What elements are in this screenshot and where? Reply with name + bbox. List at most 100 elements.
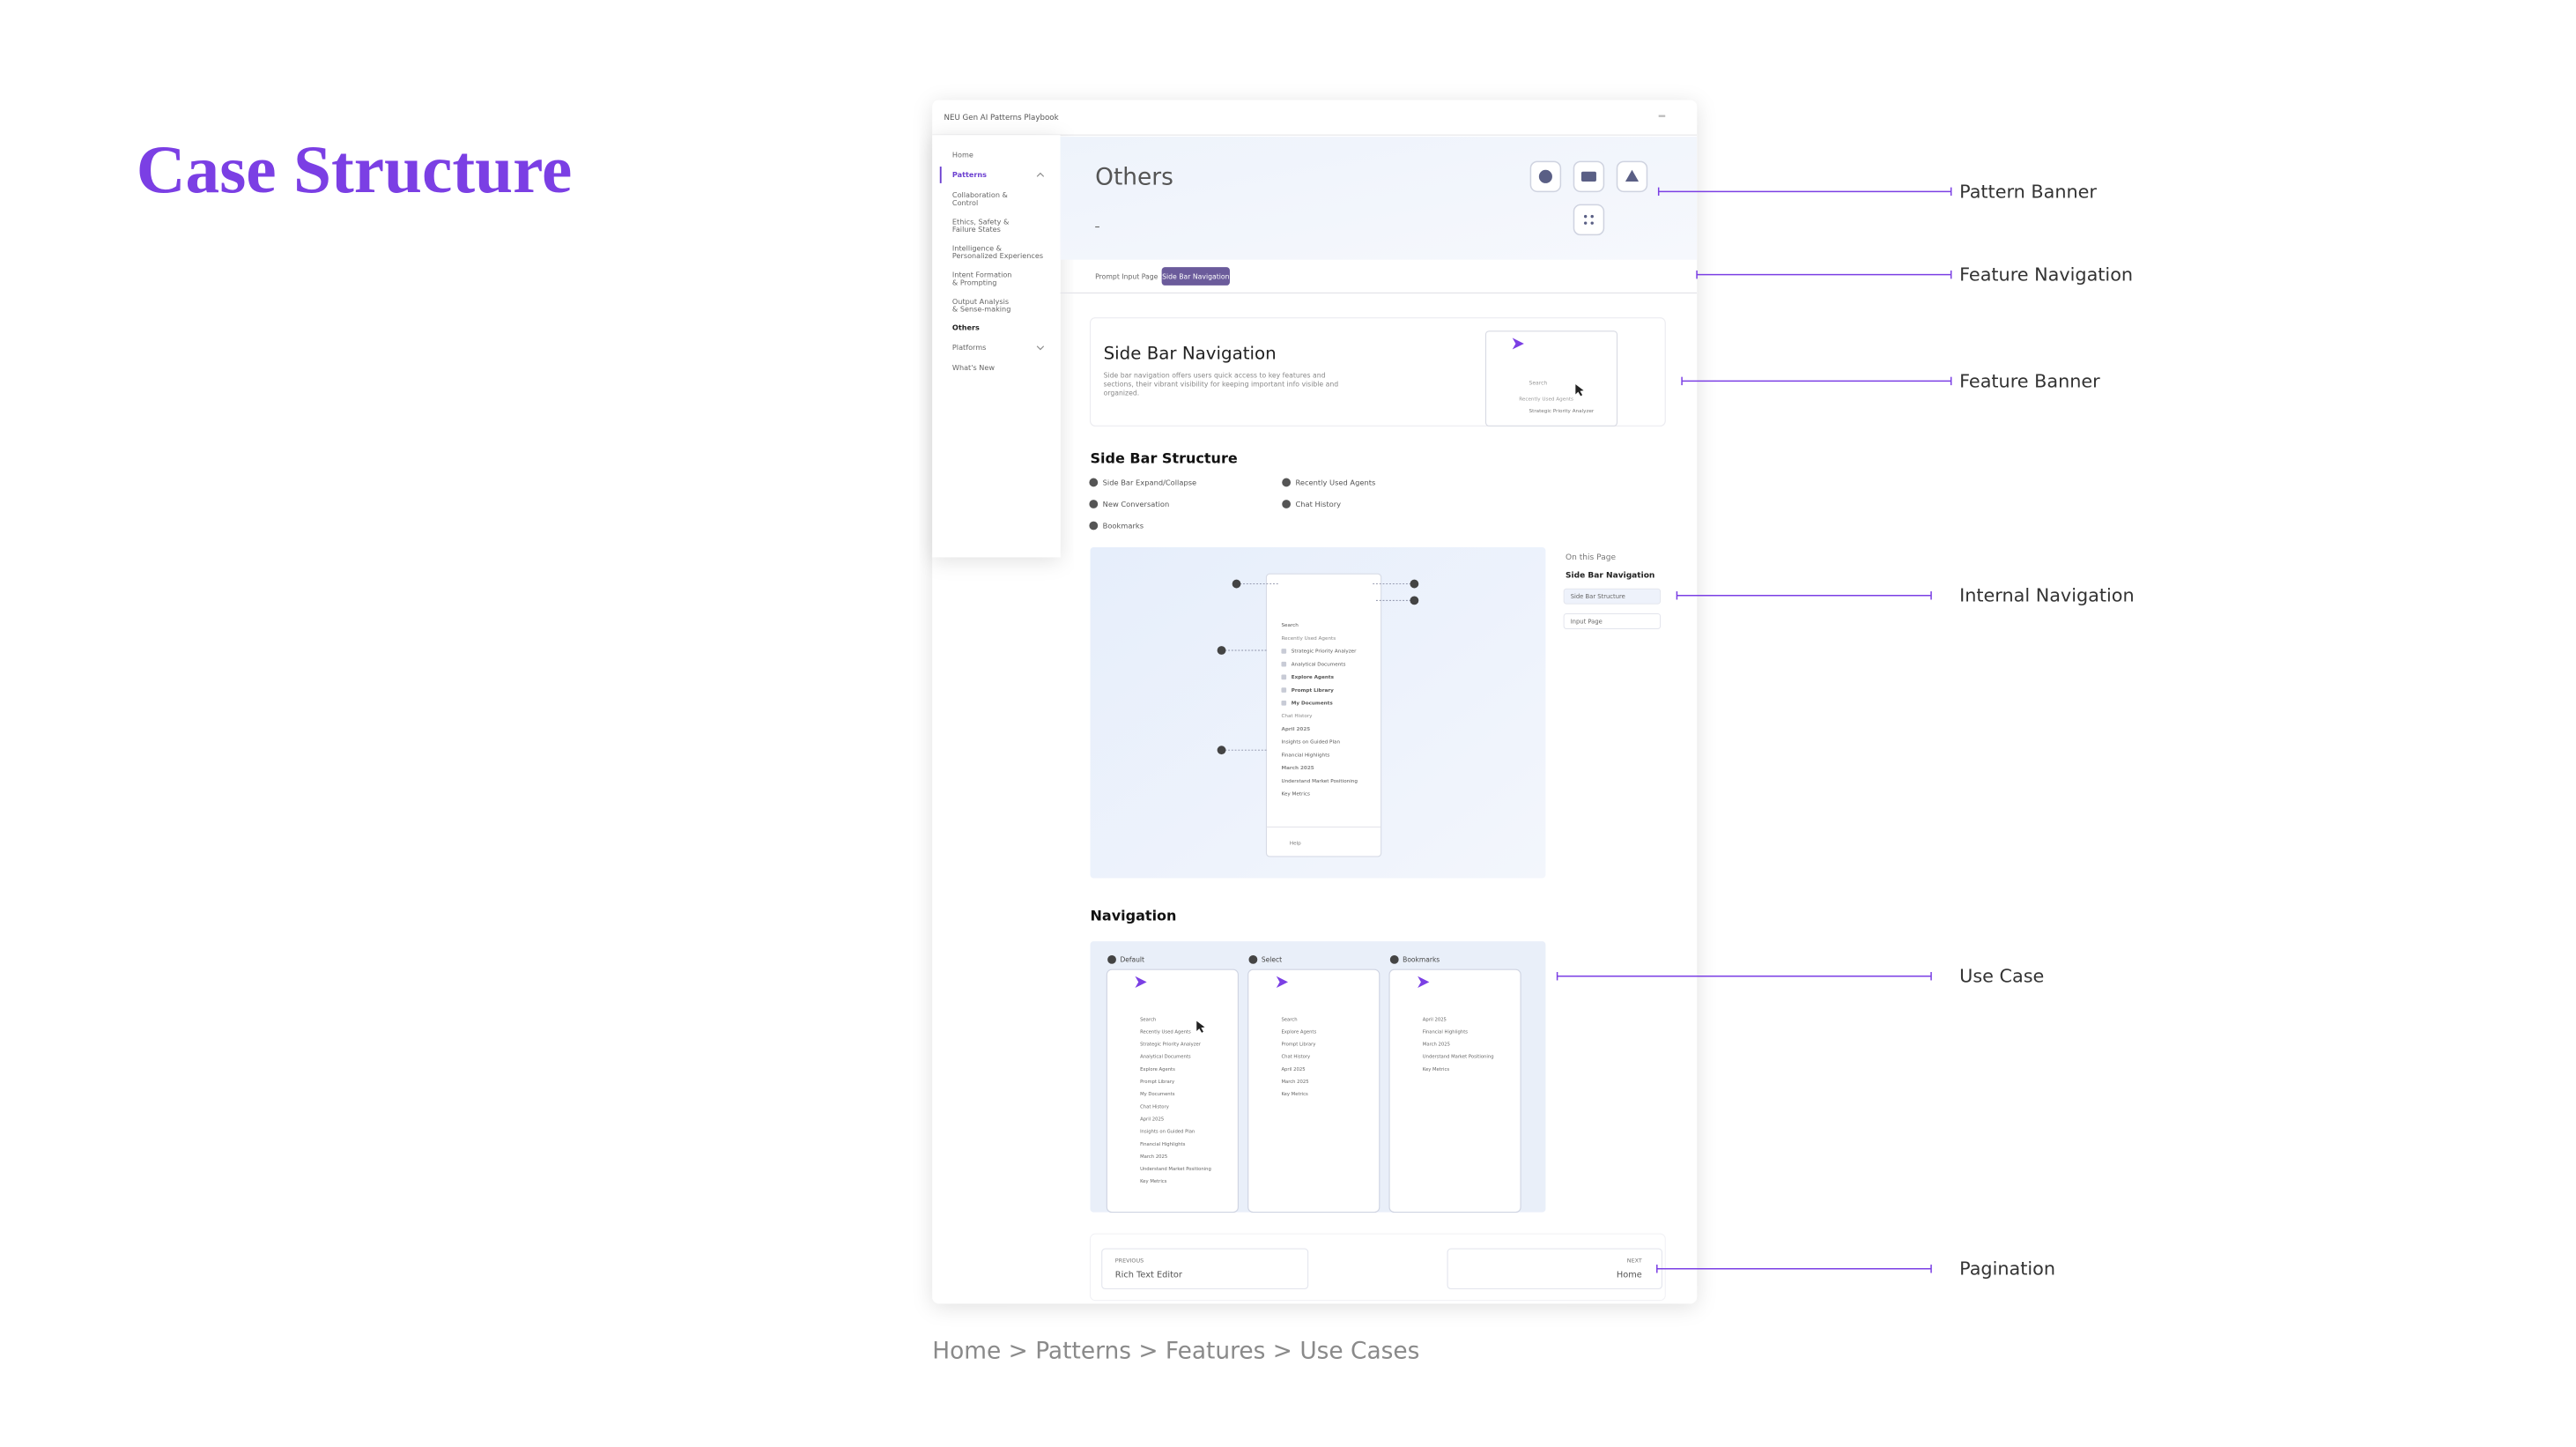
state-item: Analytical Documents <box>1140 1055 1191 1060</box>
pagination-link[interactable]: Home <box>1617 1270 1642 1280</box>
structure-item: New Conversation <box>1103 500 1170 508</box>
state-item: April 2025 <box>1281 1067 1305 1072</box>
feature-description: organized. <box>1104 389 1140 397</box>
toc-link-box[interactable] <box>1563 613 1662 629</box>
mockup-item: My Documents <box>1292 701 1334 706</box>
pagination-prev[interactable] <box>1101 1248 1309 1289</box>
banner-dash <box>1095 226 1099 228</box>
mockup-item: Strategic Priority Analyzer <box>1292 649 1357 655</box>
tab[interactable]: Side Bar Navigation <box>1162 272 1230 280</box>
pagination-label: NEXT <box>1627 1257 1642 1264</box>
sidebar-item[interactable]: Intent Formation & Prompting <box>952 270 1012 286</box>
mockup-phone <box>1265 573 1382 857</box>
mockup-icon <box>1281 700 1287 706</box>
mockup-item: Analytical Documents <box>1292 662 1346 667</box>
bullet <box>1089 500 1099 508</box>
mockup-item: Understand Market Positioning <box>1281 779 1358 784</box>
toc-link[interactable]: Input Page <box>1571 618 1603 625</box>
feature-title: Side Bar Navigation <box>1104 344 1277 364</box>
toc-heading: Side Bar Navigation <box>1566 572 1654 581</box>
tab[interactable]: Prompt Input Page <box>1095 272 1158 280</box>
mockup-item: Chat History <box>1281 714 1313 719</box>
callout-dot <box>1217 746 1226 755</box>
sidebar-item[interactable]: Platforms <box>952 343 986 352</box>
sidebar-item[interactable]: Intelligence & Personalized Experiences <box>952 243 1043 260</box>
pagination-link[interactable]: Rich Text Editor <box>1115 1270 1183 1280</box>
state-item: April 2025 <box>1423 1017 1447 1022</box>
cursor <box>1575 384 1584 397</box>
sidebar <box>932 135 1061 558</box>
app-header: NEU Gen AI Patterns Playbook <box>944 114 1059 122</box>
logo <box>1135 976 1147 988</box>
state-label: Select <box>1262 955 1282 963</box>
toc-link[interactable]: Side Bar Structure <box>1571 593 1625 600</box>
cursor <box>1196 1020 1205 1033</box>
page-title: Case Structure <box>137 131 573 207</box>
mockup-item: Explore Agents <box>1292 675 1335 680</box>
sidebar-item[interactable]: Patterns <box>952 170 987 179</box>
structure-item: Chat History <box>1295 500 1341 508</box>
state-item: Insights on Guided Plan <box>1140 1130 1195 1135</box>
bullet <box>1089 521 1099 531</box>
bullet <box>1282 478 1292 487</box>
logo <box>1512 338 1524 350</box>
sidebar-item[interactable]: What's New <box>952 363 995 372</box>
state-item: Explore Agents <box>1140 1067 1175 1072</box>
sidebar-item[interactable]: Others <box>952 323 980 332</box>
icon-glyph <box>1625 169 1640 182</box>
pagination-next[interactable] <box>1447 1248 1663 1289</box>
toc-link-box[interactable] <box>1563 588 1662 605</box>
mockup-item: Prompt Library <box>1292 688 1334 694</box>
icon-glyph <box>1583 214 1588 219</box>
bullet <box>1089 478 1099 487</box>
mockup-item: Key Metrics <box>1281 791 1310 797</box>
state-item: March 2025 <box>1423 1043 1450 1048</box>
state-label: Bookmarks <box>1403 955 1440 963</box>
sidebar-item[interactable]: Ethics, Safety & Failure States <box>952 217 1010 234</box>
bullet <box>1282 500 1292 508</box>
state-item: Key Metrics <box>1140 1179 1167 1184</box>
state-item: Search <box>1281 1017 1297 1022</box>
preview-item: Strategic Priority Analyzer <box>1529 409 1595 414</box>
sidebar-item[interactable]: Collaboration & Control <box>952 190 1009 207</box>
sidebar-active <box>939 167 942 183</box>
state-item: My Documents <box>1140 1092 1175 1097</box>
state-phone <box>1388 968 1521 1213</box>
structure-item: Recently Used Agents <box>1295 479 1375 487</box>
preview-search: Search <box>1529 380 1548 386</box>
section-title: Side Bar Structure <box>1091 450 1238 467</box>
banner-icon[interactable] <box>1573 204 1605 236</box>
icon-glyph <box>1538 169 1552 183</box>
state-item: Prompt Library <box>1281 1043 1315 1048</box>
sidebar-item[interactable]: Output Analysis & Sense-making <box>952 296 1010 313</box>
state-item: Recently Used Agents <box>1140 1029 1191 1035</box>
state-item: Key Metrics <box>1423 1067 1450 1072</box>
icon-glyph <box>1590 221 1594 225</box>
state-item: Chat History <box>1140 1104 1169 1109</box>
callout-dot <box>1232 579 1241 589</box>
icon-glyph <box>1590 214 1594 219</box>
annotation-label: Pattern Banner <box>1959 181 2097 202</box>
state-item: Chat History <box>1281 1055 1310 1060</box>
sidebar-item[interactable]: Home <box>952 150 973 159</box>
state-label: Default <box>1120 955 1144 963</box>
tab-active-bg <box>1161 267 1230 286</box>
mockup-icon <box>1281 661 1287 667</box>
callout-dot <box>1410 596 1419 605</box>
state-item: Key Metrics <box>1281 1092 1308 1097</box>
header-menu <box>1658 115 1666 117</box>
state-item: April 2025 <box>1140 1117 1164 1122</box>
state-item: March 2025 <box>1281 1080 1308 1085</box>
state-dot <box>1389 954 1399 964</box>
mockup-item: Search <box>1281 623 1299 628</box>
structure-item: Side Bar Expand/Collapse <box>1103 479 1197 487</box>
annotation-label: Internal Navigation <box>1959 585 2134 606</box>
mockup-item: April 2025 <box>1281 727 1310 732</box>
callout-dot <box>1217 646 1226 655</box>
state-dot <box>1248 954 1258 964</box>
callout-dot <box>1410 579 1419 589</box>
state-item: Strategic Priority Analyzer <box>1140 1043 1202 1048</box>
feature-preview <box>1484 330 1618 427</box>
logo <box>1418 976 1430 988</box>
chevron <box>1036 172 1045 177</box>
